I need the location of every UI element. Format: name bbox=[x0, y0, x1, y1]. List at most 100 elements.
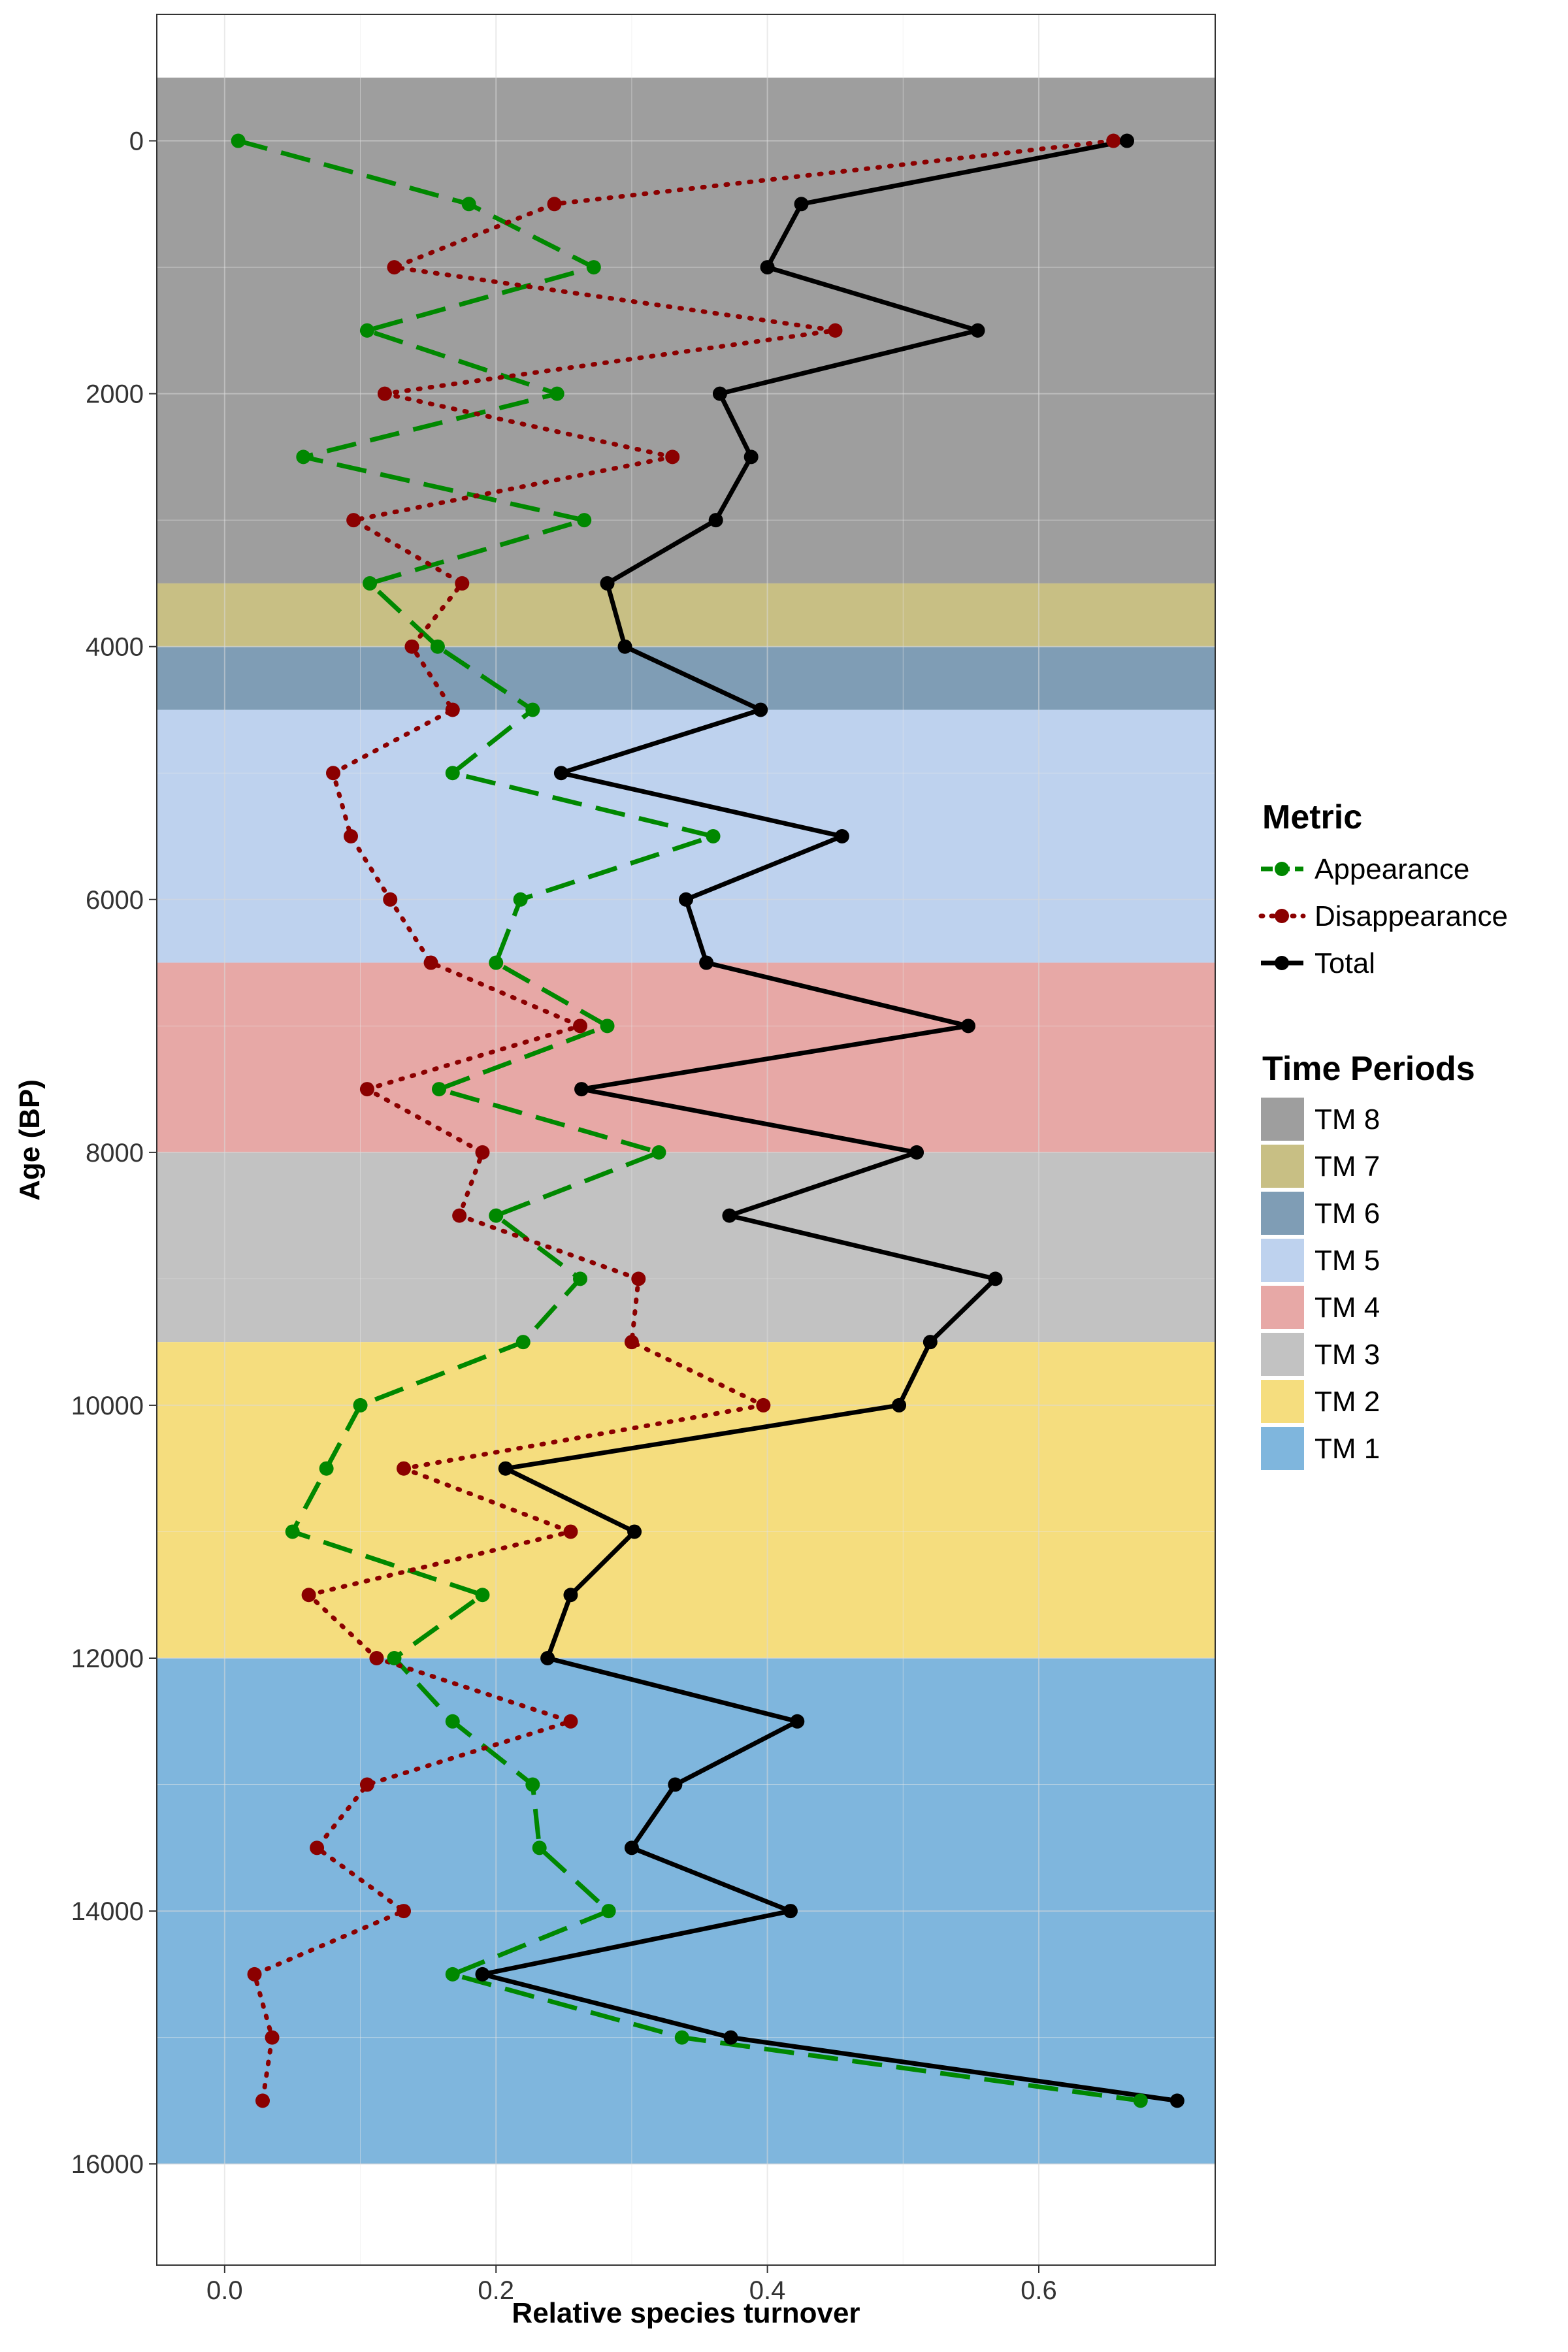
data-point-disappearance bbox=[563, 1714, 578, 1729]
data-point-total bbox=[540, 1651, 555, 1665]
data-point-disappearance bbox=[424, 956, 438, 970]
data-point-disappearance bbox=[547, 197, 562, 211]
data-point-appearance bbox=[587, 260, 601, 274]
legend-label-tm-1: TM 1 bbox=[1315, 1433, 1380, 1465]
x-tick-label: 0.0 bbox=[206, 2276, 243, 2305]
data-point-total bbox=[923, 1335, 938, 1349]
y-tick-label: 0 bbox=[129, 127, 144, 156]
legend-swatch-tm-2 bbox=[1261, 1380, 1304, 1423]
data-point-appearance bbox=[516, 1335, 531, 1349]
data-point-disappearance bbox=[452, 1209, 466, 1223]
data-point-total bbox=[475, 1967, 489, 1982]
data-point-appearance bbox=[489, 956, 503, 970]
data-point-total bbox=[600, 576, 615, 591]
data-point-disappearance bbox=[310, 1840, 324, 1855]
data-point-total bbox=[1120, 134, 1134, 148]
data-point-total bbox=[563, 1588, 578, 1602]
data-point-total bbox=[625, 1840, 639, 1855]
data-point-total bbox=[554, 766, 568, 780]
data-point-appearance bbox=[525, 702, 540, 717]
data-point-disappearance bbox=[344, 829, 358, 843]
data-point-total bbox=[627, 1524, 642, 1539]
legend-label-tm-5: TM 5 bbox=[1315, 1245, 1380, 1277]
data-point-disappearance bbox=[404, 640, 419, 654]
legend-label-tm-4: TM 4 bbox=[1315, 1292, 1380, 1324]
period-band-tm-7 bbox=[157, 583, 1215, 647]
data-point-total bbox=[753, 702, 768, 717]
data-point-total bbox=[713, 387, 727, 401]
data-point-total bbox=[783, 1904, 798, 1918]
legend-periods-title: Time Periods bbox=[1262, 1050, 1475, 1088]
data-point-total bbox=[699, 956, 713, 970]
legend-label-appearance: Appearance bbox=[1315, 853, 1469, 885]
data-point-appearance bbox=[353, 1398, 368, 1413]
y-axis-title: Age (BP) bbox=[14, 1079, 46, 1201]
legend-label-total: Total bbox=[1315, 947, 1375, 979]
data-point-disappearance bbox=[346, 513, 361, 527]
data-point-disappearance bbox=[387, 260, 401, 274]
data-point-total bbox=[971, 323, 985, 338]
legend-swatch-tm-7 bbox=[1261, 1145, 1304, 1188]
data-point-appearance bbox=[489, 1209, 503, 1223]
data-point-appearance bbox=[1134, 2093, 1148, 2108]
period-band-tm-3 bbox=[157, 1152, 1215, 1342]
data-point-total bbox=[988, 1271, 1003, 1286]
data-point-appearance bbox=[296, 449, 310, 464]
legend-swatch-tm-1 bbox=[1261, 1427, 1304, 1470]
data-point-appearance bbox=[446, 766, 460, 780]
data-point-disappearance bbox=[383, 892, 397, 907]
data-point-appearance bbox=[600, 1019, 615, 1033]
data-point-disappearance bbox=[378, 387, 392, 401]
x-tick-label: 0.2 bbox=[478, 2276, 514, 2305]
data-point-disappearance bbox=[756, 1398, 770, 1413]
data-point-total bbox=[760, 260, 775, 274]
legend-label-disappearance: Disappearance bbox=[1315, 900, 1508, 932]
data-point-total bbox=[892, 1398, 906, 1413]
x-axis-title: Relative species turnover bbox=[512, 2297, 860, 2329]
legend-metric-title: Metric bbox=[1262, 798, 1362, 836]
data-point-appearance bbox=[532, 1840, 547, 1855]
legend-label-tm-3: TM 3 bbox=[1315, 1339, 1380, 1371]
data-point-disappearance bbox=[475, 1145, 489, 1160]
data-point-total bbox=[618, 640, 632, 654]
data-point-disappearance bbox=[828, 323, 842, 338]
data-point-appearance bbox=[573, 1271, 587, 1286]
data-point-total bbox=[679, 892, 693, 907]
data-point-total bbox=[724, 2031, 738, 2045]
data-point-disappearance bbox=[573, 1019, 587, 1033]
data-point-total bbox=[668, 1778, 682, 1792]
data-point-disappearance bbox=[248, 1967, 262, 1982]
period-band-tm-5 bbox=[157, 710, 1215, 962]
y-tick-label: 4000 bbox=[86, 633, 144, 662]
y-tick-label: 10000 bbox=[71, 1392, 144, 1420]
data-point-disappearance bbox=[360, 1778, 374, 1792]
data-point-disappearance bbox=[563, 1524, 578, 1539]
data-point-total bbox=[709, 513, 723, 527]
data-point-appearance bbox=[514, 892, 528, 907]
data-point-total bbox=[722, 1209, 736, 1223]
data-point-appearance bbox=[577, 513, 591, 527]
period-band-tm-4 bbox=[157, 963, 1215, 1152]
data-point-total bbox=[909, 1145, 924, 1160]
data-point-appearance bbox=[286, 1524, 300, 1539]
data-point-appearance bbox=[651, 1145, 666, 1160]
y-tick-label: 12000 bbox=[71, 1644, 144, 1673]
data-point-appearance bbox=[319, 1462, 334, 1476]
data-point-disappearance bbox=[631, 1271, 645, 1286]
legend-key-point-disappearance bbox=[1275, 909, 1289, 923]
data-point-disappearance bbox=[265, 2031, 280, 2045]
data-point-disappearance bbox=[360, 1082, 374, 1096]
data-point-disappearance bbox=[625, 1335, 639, 1349]
period-band-tm-6 bbox=[157, 647, 1215, 710]
data-point-appearance bbox=[706, 829, 721, 843]
data-point-appearance bbox=[550, 387, 564, 401]
data-point-appearance bbox=[431, 640, 445, 654]
legend-swatch-tm-6 bbox=[1261, 1192, 1304, 1235]
data-point-disappearance bbox=[397, 1904, 411, 1918]
data-point-appearance bbox=[602, 1904, 616, 1918]
legend-label-tm-6: TM 6 bbox=[1315, 1198, 1380, 1230]
data-point-appearance bbox=[475, 1588, 489, 1602]
data-point-total bbox=[744, 449, 759, 464]
legend-key-point-total bbox=[1275, 956, 1289, 970]
